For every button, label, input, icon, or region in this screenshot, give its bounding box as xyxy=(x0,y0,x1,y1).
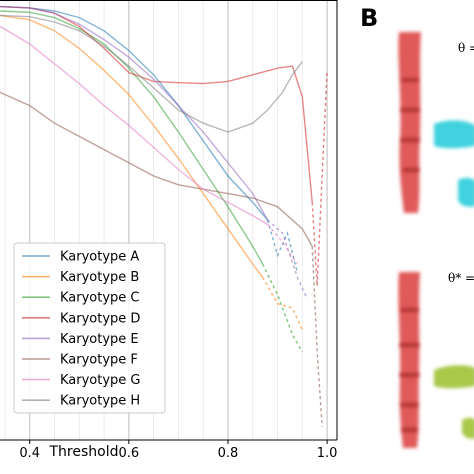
legend-label: Karyotype D xyxy=(60,311,140,326)
legend-label: Karyotype F xyxy=(60,353,138,368)
red-chromosome-bottom xyxy=(398,272,420,448)
series-dashed-karyotype-a xyxy=(266,219,299,273)
cyan-chromosome-top-a xyxy=(434,120,474,149)
legend-label: Karyotype E xyxy=(60,332,139,347)
theta-star-label: θ* = xyxy=(448,271,474,285)
series-dashed-karyotype-c xyxy=(262,263,303,353)
x-tick-label: 1.0 xyxy=(317,446,338,461)
cyan-chromosome-top-b xyxy=(458,177,474,207)
theta-label: θ = xyxy=(458,41,474,55)
legend-label: Karyotype G xyxy=(60,373,141,388)
legend-label: Karyotype C xyxy=(60,291,140,306)
series-line-karyotype-g xyxy=(0,25,268,226)
series-dashed-karyotype-d xyxy=(311,70,328,287)
series-line-karyotype-c xyxy=(0,10,264,265)
line-chart: 0.4 0.6 0.8 1.0 Threshold Karyotype AKaryot… xyxy=(0,0,338,461)
x-tick-label: 0.4 xyxy=(19,446,40,461)
series-line-karyotype-b xyxy=(0,14,264,278)
green-chromosome-bottom-b xyxy=(462,417,474,439)
x-axis-ticks: 0.4 0.6 0.8 1.0 xyxy=(19,440,337,461)
series-line-karyotype-d xyxy=(0,5,313,203)
legend-label: Karyotype A xyxy=(60,250,139,265)
series-dashed-karyotype-b xyxy=(262,276,303,331)
series-dashed-karyotype-g xyxy=(267,223,298,265)
series-line-karyotype-f xyxy=(0,91,313,247)
panel-b: B θ = θ* = xyxy=(360,4,474,462)
red-chromosome-bottom-bands xyxy=(400,308,419,432)
chromosome-image-top: θ = xyxy=(386,22,474,222)
series-dashed-karyotype-e xyxy=(267,219,308,300)
series-line-karyotype-h xyxy=(0,14,303,133)
panel-b-letter: B xyxy=(360,4,378,32)
red-chromosome-top xyxy=(398,32,421,213)
x-tick-label: 0.8 xyxy=(218,446,239,461)
x-tick-label: 0.6 xyxy=(119,446,140,461)
series-line-karyotype-a xyxy=(0,5,269,221)
legend-label: Karyotype B xyxy=(60,270,139,285)
red-chromosome-top-bands xyxy=(401,78,419,172)
x-axis-title: Threshold xyxy=(49,444,119,460)
series-lines xyxy=(0,5,328,427)
chromosome-image-bottom: θ* = xyxy=(386,262,474,462)
legend: Karyotype A Karyotype B Karyotype C Karyoty… xyxy=(13,242,166,414)
legend-label: Karyotype H xyxy=(60,394,140,409)
green-chromosome-bottom-a xyxy=(434,365,474,389)
series-line-karyotype-e xyxy=(0,5,269,221)
legend-frame xyxy=(13,242,166,414)
